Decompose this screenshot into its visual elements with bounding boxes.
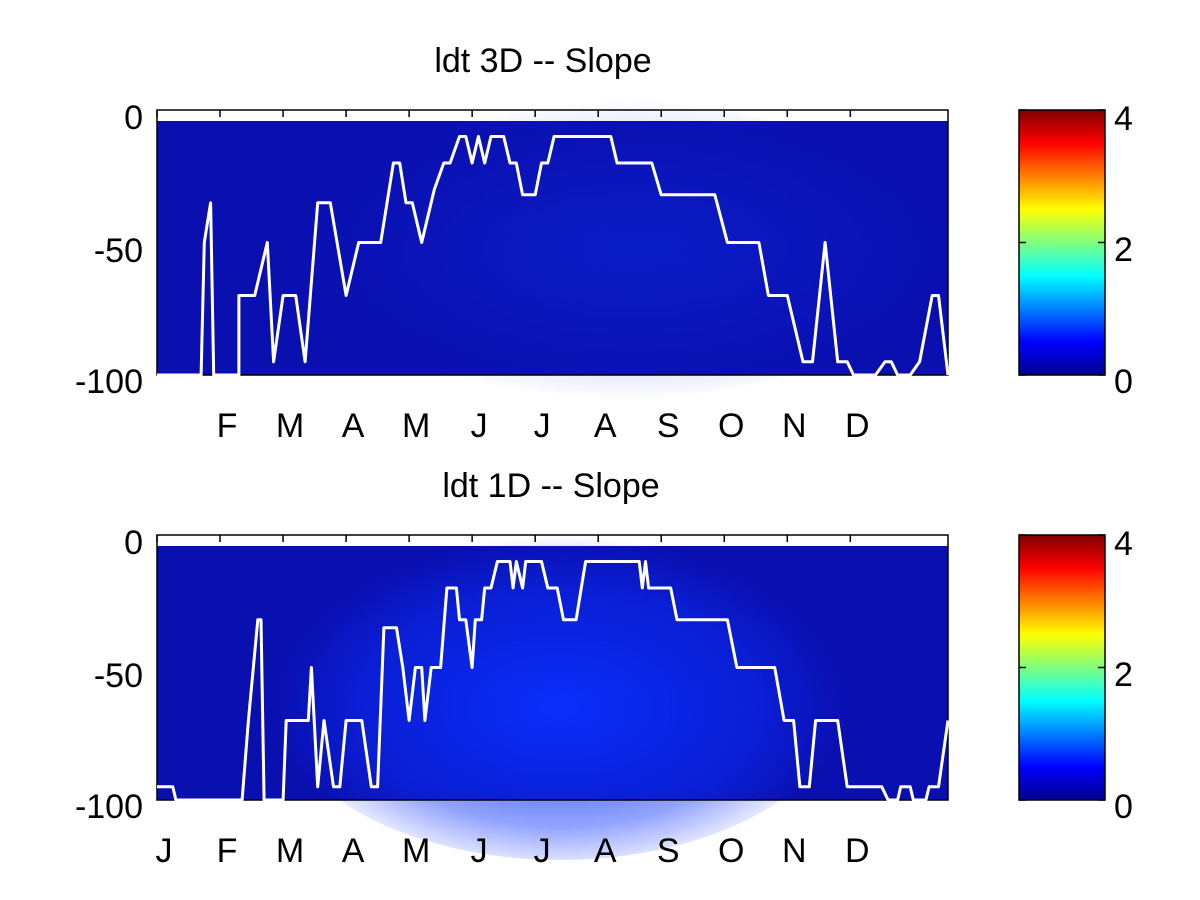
x-tick-label: A [342,407,365,445]
x-tick-label: A [594,832,617,870]
x-tick-label: D [845,407,870,445]
x-tick-label: S [657,407,680,445]
colorbar-top-tick-label-0: 0 [1114,363,1133,401]
x-tick-label: D [845,832,870,870]
colorbar-top-tick-label-4: 4 [1114,100,1133,138]
colorbar-top-tick-label-2: 2 [1114,231,1133,269]
y-tick-label-bottom-0: 0 [124,524,143,562]
x-tick-label: A [594,407,617,445]
y-tick-label-top-0: 0 [124,99,143,137]
chart-title-bottom: ldt 1D -- Slope [442,467,659,505]
depth-line-bottom [157,560,950,802]
y-tick-label-top-2: -100 [75,363,143,401]
x-ticks-top [156,110,852,117]
x-tick-label: J [471,407,488,445]
x-tick-label: N [782,407,807,445]
x-tick-label: F [217,407,238,445]
plot-frame-bottom [156,534,949,801]
colorbar-bottom-tick-label-0: 0 [1114,788,1133,826]
colorbar-ticks-top [1019,109,1105,376]
colorbar-bottom-tick-label-2: 2 [1114,656,1133,694]
colorbar-top [1018,109,1106,376]
x-tick-label: J [534,407,551,445]
x-tick-label: A [342,832,365,870]
heatmap-top-glow [260,100,940,400]
plot-frame-top [156,109,949,376]
colorbar-ticks-bottom [1019,534,1105,801]
x-tick-label: M [402,832,430,870]
heatmap-bottom-glow [270,520,850,860]
depth-line-top [157,135,950,377]
x-tick-label: J [471,832,488,870]
chart-title-top: ldt 3D -- Slope [434,42,651,80]
x-tick-label: M [276,832,304,870]
colorbar-bottom [1018,534,1106,801]
x-tick-label: M [276,407,304,445]
colorbar-bottom-tick-label-4: 4 [1114,525,1133,563]
x-tick-label: J [534,832,551,870]
x-tick-label: M [402,407,430,445]
x-ticks-bottom [156,535,852,542]
x-tick-label: S [657,832,680,870]
x-tick-label: F [217,832,238,870]
y-tick-label-bottom-2: -100 [75,788,143,826]
y-tick-label-bottom-1: -50 [94,657,143,695]
x-tick-label: O [718,832,744,870]
x-tick-label: O [718,407,744,445]
x-tick-label: N [782,832,807,870]
x-tick-label: J [156,832,173,870]
y-tick-label-top-1: -50 [94,232,143,270]
